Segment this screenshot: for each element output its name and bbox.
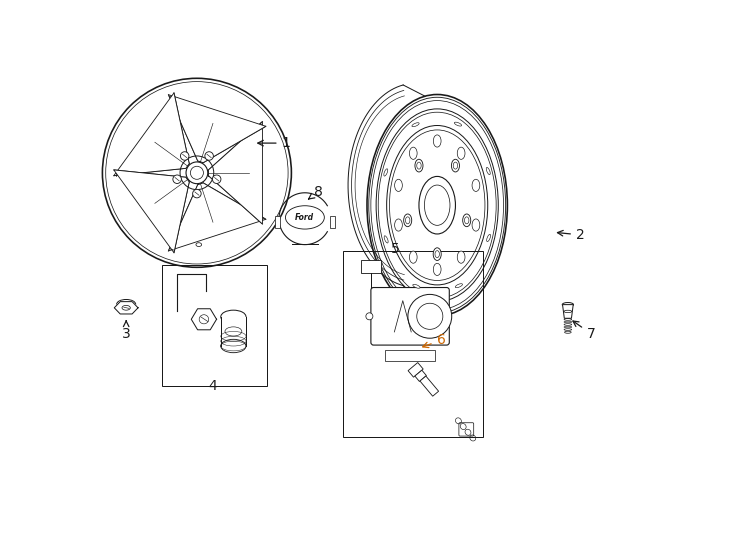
Bar (330, 216, 335, 228)
Ellipse shape (486, 167, 490, 174)
Ellipse shape (433, 264, 441, 275)
Circle shape (181, 152, 189, 160)
Circle shape (186, 162, 208, 184)
Polygon shape (115, 302, 138, 314)
Ellipse shape (451, 159, 459, 172)
Ellipse shape (454, 122, 462, 126)
Text: 1: 1 (258, 136, 291, 150)
Bar (361, 260, 381, 273)
Text: 7: 7 (573, 321, 595, 341)
Text: 5: 5 (390, 242, 399, 256)
Ellipse shape (564, 310, 572, 313)
Polygon shape (169, 94, 266, 163)
Polygon shape (562, 305, 573, 318)
Circle shape (173, 175, 181, 184)
Ellipse shape (384, 236, 388, 243)
Text: 4: 4 (208, 379, 217, 393)
Polygon shape (408, 362, 424, 377)
Ellipse shape (562, 302, 573, 307)
Polygon shape (114, 93, 189, 176)
Polygon shape (208, 122, 263, 224)
Polygon shape (192, 309, 217, 330)
Polygon shape (415, 370, 426, 381)
Ellipse shape (384, 169, 388, 176)
Ellipse shape (221, 310, 246, 323)
Ellipse shape (395, 219, 402, 231)
Bar (221, 317, 246, 346)
Text: 8: 8 (308, 185, 323, 199)
Ellipse shape (413, 285, 420, 288)
FancyBboxPatch shape (459, 423, 473, 436)
Bar (161, 265, 267, 386)
Polygon shape (114, 170, 189, 253)
Ellipse shape (433, 248, 441, 260)
Ellipse shape (487, 234, 490, 241)
Ellipse shape (457, 147, 465, 159)
Ellipse shape (410, 251, 417, 263)
Text: 6: 6 (423, 333, 446, 348)
Bar (343, 251, 483, 437)
Circle shape (408, 294, 451, 338)
Circle shape (212, 175, 221, 184)
Text: Ford: Ford (295, 213, 314, 222)
Ellipse shape (412, 123, 419, 127)
Circle shape (205, 152, 214, 160)
Ellipse shape (472, 219, 480, 231)
Ellipse shape (462, 214, 470, 227)
Ellipse shape (472, 179, 480, 192)
Circle shape (192, 190, 201, 198)
Ellipse shape (455, 284, 462, 288)
Text: 2: 2 (557, 228, 585, 242)
Polygon shape (169, 183, 266, 251)
Bar (275, 216, 280, 228)
Ellipse shape (433, 135, 441, 147)
Ellipse shape (564, 331, 571, 333)
Bar (385, 350, 435, 361)
Ellipse shape (404, 214, 412, 227)
Ellipse shape (395, 179, 402, 192)
FancyBboxPatch shape (371, 287, 449, 345)
Ellipse shape (117, 300, 136, 309)
Ellipse shape (457, 251, 465, 263)
Text: 3: 3 (122, 321, 131, 341)
Circle shape (366, 313, 373, 320)
Ellipse shape (410, 147, 417, 159)
Polygon shape (420, 376, 439, 396)
Ellipse shape (415, 159, 423, 172)
